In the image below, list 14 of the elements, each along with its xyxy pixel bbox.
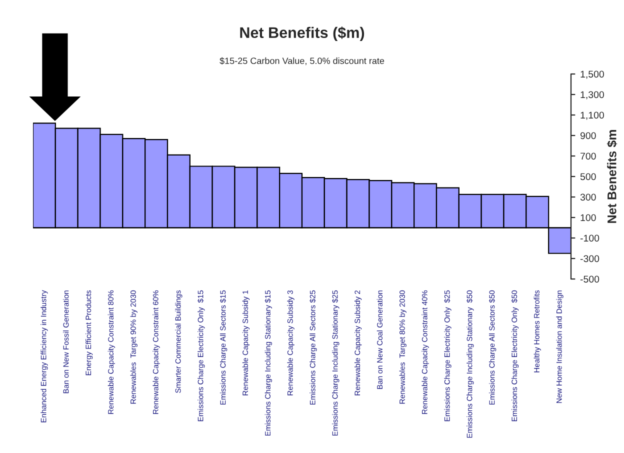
y-tick-label: 100 <box>580 214 596 222</box>
y-tick-label: 300 <box>580 194 596 201</box>
y-tick-label: 700 <box>580 152 596 160</box>
y-tick-label: 500 <box>580 173 596 180</box>
y-axis-title: Net Benefits $m <box>606 130 618 223</box>
chart-subtitle: $15-25 Carbon Value, 5.0% discount rate <box>220 57 384 66</box>
y-tick-label: 900 <box>580 132 596 140</box>
y-tick-label: 1,300 <box>580 91 604 100</box>
y-tick-label: -300 <box>580 255 600 262</box>
y-tick-label: 1,100 <box>580 112 604 120</box>
chart-title: Net Benefits ($m) <box>240 26 364 42</box>
y-tick-label: -500 <box>580 276 600 283</box>
y-tick-label: 1,500 <box>580 70 604 79</box>
y-tick-label: -100 <box>580 234 600 242</box>
